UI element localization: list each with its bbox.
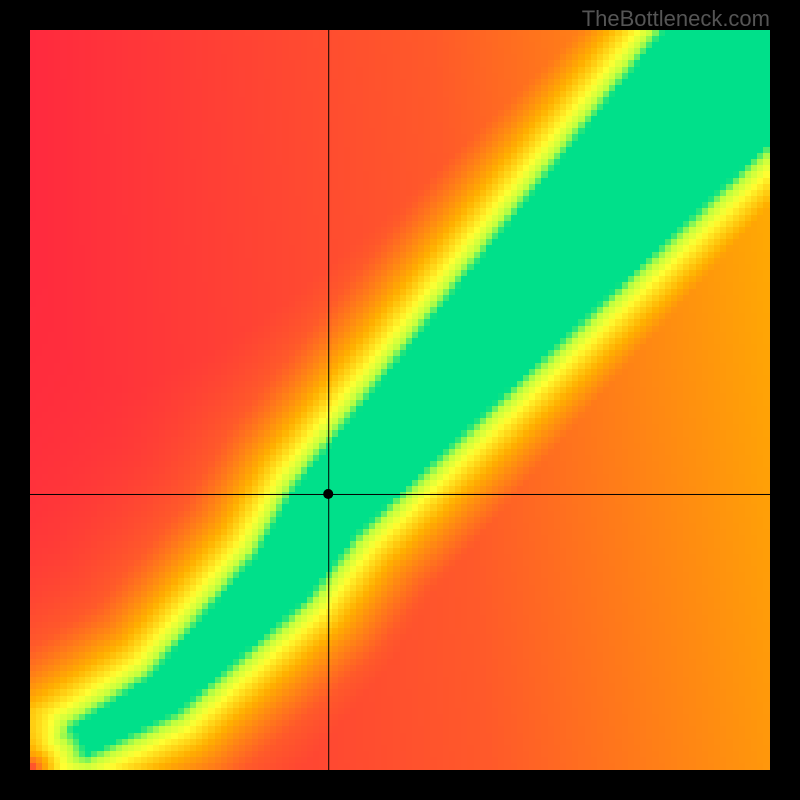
plot-area [30,30,770,770]
watermark-text: TheBottleneck.com [582,6,770,32]
heatmap-canvas [30,30,770,770]
figure-container: TheBottleneck.com [0,0,800,800]
